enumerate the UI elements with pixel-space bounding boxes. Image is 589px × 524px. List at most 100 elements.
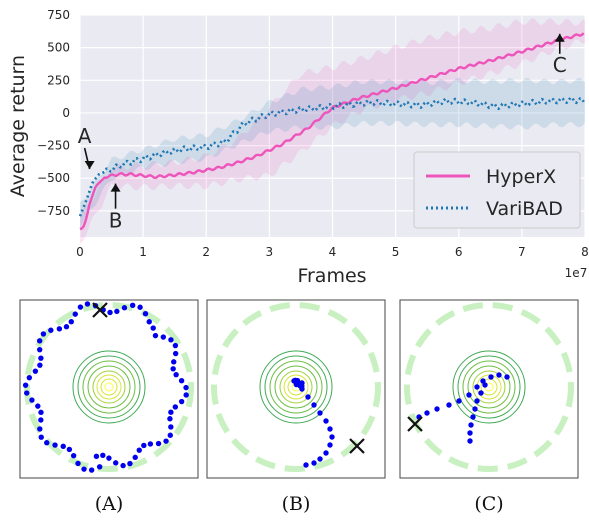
goal-ring [211, 302, 381, 472]
trajectory-point [482, 382, 488, 388]
trajectory-point [40, 331, 47, 337]
trajectory-point [172, 342, 179, 349]
trajectory-point [480, 378, 486, 384]
trajectory-point [120, 462, 126, 469]
goal-cross-marker [349, 438, 365, 454]
trajectory-point [142, 310, 149, 317]
trajectory-point [150, 325, 156, 331]
contour-ring [259, 350, 333, 424]
trajectory-point [466, 392, 472, 398]
trajectory-point [472, 406, 478, 412]
y-axis-label: Average return [7, 55, 29, 197]
trajectory-point [474, 384, 480, 390]
trajectory-point [146, 319, 152, 325]
trajectory-panel-3: (C) [399, 299, 579, 515]
trajectory-point [424, 410, 430, 416]
trajectory-panels: (A) (B) (C) [19, 299, 579, 515]
contour-ring [77, 355, 141, 419]
trajectory-point [24, 390, 30, 396]
trajectory-point [137, 304, 143, 310]
x-tick-label: 0 [76, 245, 84, 259]
contour-ring [264, 355, 328, 419]
trajectory-point [172, 350, 179, 357]
trajectory-point [81, 466, 87, 472]
trajectory-point [456, 398, 462, 404]
goal-cross-marker [92, 302, 108, 318]
y-tick-label: −500 [37, 171, 70, 185]
trajectory-point [155, 440, 162, 447]
x-tick-label: 1 [139, 245, 147, 259]
trajectory-point [474, 398, 480, 404]
contour-ring [467, 365, 511, 409]
trajectory-point [84, 301, 91, 307]
y-tick-label: 750 [47, 8, 70, 22]
contour-ring [96, 374, 122, 400]
trajectory-point [468, 422, 474, 428]
trajectory-point [36, 346, 43, 353]
panel-frame [19, 299, 199, 479]
x-tick-label: 4 [329, 245, 337, 259]
contour-ring [87, 365, 131, 409]
panel-caption: (C) [474, 493, 503, 515]
x-axis-label: Frames [297, 265, 366, 287]
trajectory-point [183, 392, 189, 398]
trajectory-point [434, 406, 440, 412]
panel-frame [206, 299, 386, 479]
trajectory-point [504, 374, 510, 380]
confidence-bands [80, 17, 585, 244]
series-line-varibad [78, 96, 585, 217]
trajectory-point [467, 430, 473, 436]
annotation-label-b: B [109, 209, 123, 233]
trajectory-point [470, 414, 476, 420]
annotation-label-c: C [553, 53, 567, 77]
contour-ring [279, 370, 313, 404]
contour-ring [82, 360, 136, 414]
trajectory-point [77, 304, 84, 310]
trajectory-point [152, 332, 159, 339]
trajectory-point [147, 441, 154, 447]
trajectory-point [311, 402, 317, 408]
trajectory-point [127, 460, 133, 467]
trajectory-point [96, 464, 103, 470]
trajectory-point [167, 416, 173, 422]
trajectory-point [68, 319, 74, 325]
annotations: A B C [78, 33, 567, 233]
contour-ring [283, 374, 309, 400]
contour-ring [462, 360, 516, 414]
trajectory-point [167, 432, 173, 438]
trajectory-point [107, 309, 113, 316]
panel-content [22, 301, 194, 473]
trajectory-point [323, 450, 329, 456]
contour-ring [274, 365, 318, 409]
trajectory-point [129, 302, 136, 309]
contour-ring [92, 370, 126, 404]
trajectory-point [172, 404, 179, 410]
panel-content [404, 302, 574, 472]
goal-ring [404, 302, 574, 472]
trajectory-point [38, 355, 44, 361]
trajectory-point [299, 386, 305, 392]
y-tick-label: −250 [37, 139, 70, 153]
trajectory-point [38, 434, 44, 440]
trajectory-point [323, 418, 329, 424]
trajectory-point [160, 334, 167, 340]
trajectory-point [121, 305, 128, 311]
trajectory-point [317, 410, 323, 416]
trajectory-point [163, 438, 169, 444]
trajectory-point [488, 374, 494, 380]
trajectory-point [327, 442, 333, 448]
trajectory-point [114, 308, 120, 315]
trajectory-point [327, 426, 333, 432]
annotation-arrowhead-b [110, 183, 121, 192]
trajectory-point [446, 402, 452, 408]
trajectory-point [70, 452, 77, 459]
y-tick-labels: −750 −500 −250 0 250 500 750 [37, 8, 70, 218]
trajectory-point [170, 366, 176, 372]
x-tick-label: 3 [266, 245, 274, 259]
trajectory-point [478, 390, 484, 396]
contour-ring [72, 350, 146, 424]
trajectory-point [75, 460, 81, 467]
x-multiplier-label: 1e7 [565, 266, 588, 280]
annotation-arrowhead-a [84, 161, 95, 170]
